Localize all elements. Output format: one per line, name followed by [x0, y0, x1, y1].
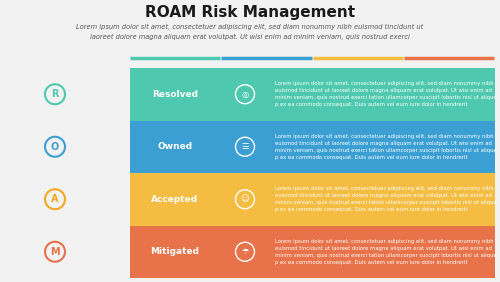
Text: Mitigated: Mitigated	[150, 247, 200, 256]
Text: A: A	[52, 194, 59, 204]
Bar	[130, 173, 495, 226]
Text: O: O	[51, 142, 59, 152]
Text: Lorem ipsum dolor sit amet, consectetuer adipiscing elit, sed diam nonummy nibh
: Lorem ipsum dolor sit amet, consectetuer…	[275, 239, 497, 265]
Text: Lorem ipsum dolor sit amet, consectetuer adipiscing elit, sed diam nonummy nibh
: Lorem ipsum dolor sit amet, consectetuer…	[275, 81, 497, 107]
Text: ☺: ☺	[240, 195, 250, 204]
Text: ROAM Risk Management: ROAM Risk Management	[145, 6, 355, 21]
Text: Owned: Owned	[158, 142, 192, 151]
Text: ☂: ☂	[241, 247, 249, 256]
Bar	[130, 120, 220, 173]
Text: Accepted: Accepted	[152, 195, 198, 204]
Text: ☰: ☰	[241, 142, 249, 151]
Bar	[130, 68, 220, 120]
Text: Resolved: Resolved	[152, 90, 198, 99]
Text: Lorem ipsum dolor sit amet, consectetuer adipiscing elit, sed diam nonummy nibh
: Lorem ipsum dolor sit amet, consectetuer…	[275, 186, 497, 212]
Bar	[130, 173, 220, 226]
Bar	[130, 120, 495, 173]
Text: Lorem ipsum dolor sit amet, consectetuer adipiscing elit, sed diam nonummy nibh : Lorem ipsum dolor sit amet, consectetuer…	[76, 24, 424, 40]
Bar	[130, 68, 495, 120]
Text: R: R	[52, 89, 59, 99]
Text: ◎: ◎	[242, 90, 248, 99]
Text: M: M	[50, 247, 60, 257]
Bar	[130, 226, 220, 278]
Bar	[130, 226, 495, 278]
Text: Lorem ipsum dolor sit amet, consectetuer adipiscing elit, sed diam nonummy nibh
: Lorem ipsum dolor sit amet, consectetuer…	[275, 134, 497, 160]
